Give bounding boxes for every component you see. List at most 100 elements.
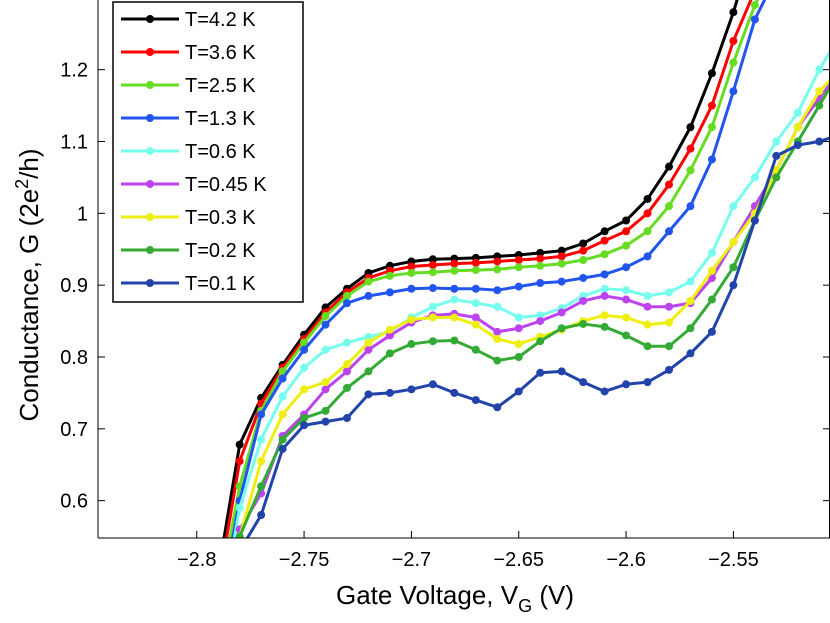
- data-point: [343, 414, 352, 423]
- legend-label: T=3.6 K: [185, 42, 256, 64]
- data-point: [557, 324, 566, 333]
- data-point: [729, 36, 738, 45]
- y-tick-label: 0.8: [60, 347, 88, 369]
- data-point: [707, 295, 716, 304]
- data-point: [235, 532, 244, 538]
- data-point: [815, 137, 824, 146]
- data-point: [428, 337, 437, 346]
- data-point: [428, 268, 437, 277]
- data-point: [343, 360, 352, 369]
- data-point: [321, 417, 330, 426]
- legend: T=4.2 K T=3.6 K T=2.5 K T=1.3 K T=0.6 K T=0.4…: [112, 1, 304, 303]
- data-point: [750, 216, 759, 225]
- data-point: [707, 327, 716, 336]
- data-point: [643, 342, 652, 351]
- data-point: [622, 241, 631, 250]
- data-point: [407, 315, 416, 324]
- y-label-tail: /h): [14, 148, 44, 178]
- plot-area: [214, 0, 830, 591]
- data-point: [385, 331, 394, 340]
- legend-marker: [146, 114, 154, 122]
- data-point: [471, 266, 480, 275]
- series-line: [232, 48, 830, 538]
- legend-label: T=2.5 K: [185, 75, 256, 97]
- data-point: [536, 261, 545, 270]
- data-point: [364, 390, 373, 399]
- data-point: [407, 340, 416, 349]
- data-point: [643, 320, 652, 329]
- data-point: [300, 414, 309, 423]
- data-point: [707, 248, 716, 257]
- data-point: [579, 239, 588, 248]
- legend-label: T=0.3 K: [185, 207, 256, 229]
- data-point: [579, 246, 588, 255]
- axes: 0.6 0.7 0.8 0.9 1 1.1 1.2 −2.8 −2.75 −2.7 −2.65 −2.…: [60, 0, 830, 571]
- data-point: [471, 396, 480, 405]
- data-point: [579, 256, 588, 265]
- data-point: [622, 286, 631, 295]
- data-point: [600, 227, 609, 236]
- legend-marker: [146, 213, 154, 221]
- data-point: [450, 259, 459, 268]
- data-point: [729, 8, 738, 17]
- data-point: [643, 209, 652, 218]
- data-point: [707, 101, 716, 110]
- data-point: [793, 141, 802, 150]
- data-point: [428, 255, 437, 264]
- data-point: [471, 313, 480, 322]
- data-point: [557, 259, 566, 268]
- data-point: [493, 265, 502, 274]
- data-point: [557, 277, 566, 286]
- data-point: [665, 302, 674, 311]
- data-point: [450, 266, 459, 275]
- y-tick-label: 1: [77, 203, 88, 225]
- data-point: [321, 345, 330, 354]
- data-point: [514, 387, 523, 396]
- data-point: [343, 299, 352, 308]
- data-point: [450, 295, 459, 304]
- y-tick-label: 1.1: [60, 132, 88, 154]
- data-point: [536, 248, 545, 257]
- data-point: [707, 123, 716, 132]
- x-tick-label: −2.75: [279, 549, 330, 571]
- data-point: [321, 378, 330, 387]
- data-point: [471, 299, 480, 308]
- data-point: [622, 295, 631, 304]
- data-point: [536, 254, 545, 263]
- data-point: [514, 263, 523, 272]
- data-point: [600, 250, 609, 259]
- legend-label: T=0.6 K: [185, 141, 256, 163]
- data-point: [643, 194, 652, 203]
- data-point: [729, 263, 738, 272]
- data-point: [343, 291, 352, 300]
- data-point: [235, 457, 244, 466]
- y-tick-label: 0.9: [60, 275, 88, 297]
- data-point: [257, 435, 266, 444]
- legend-marker: [146, 246, 154, 254]
- data-point: [471, 320, 480, 329]
- data-point: [579, 296, 588, 305]
- x-tick-label: −2.7: [392, 549, 431, 571]
- data-point: [622, 331, 631, 340]
- data-point: [493, 286, 502, 295]
- data-point: [643, 291, 652, 300]
- series-line: [237, 84, 830, 538]
- data-point: [622, 227, 631, 236]
- data-point: [643, 252, 652, 261]
- data-point: [514, 324, 523, 333]
- data-point: [214, 583, 222, 591]
- data-point: [235, 440, 244, 449]
- data-point: [536, 279, 545, 288]
- data-point: [450, 336, 459, 345]
- y-tick-label: 0.6: [60, 491, 88, 513]
- y-axis-label: Conductance, G (2e2/h): [12, 148, 44, 421]
- data-point: [622, 216, 631, 225]
- data-point: [300, 363, 309, 372]
- legend-label: T=0.2 K: [185, 240, 256, 262]
- data-point: [729, 87, 738, 96]
- legend-marker: [146, 81, 154, 89]
- data-point: [557, 246, 566, 255]
- data-point: [364, 277, 373, 286]
- data-point: [600, 284, 609, 293]
- data-point: [257, 511, 266, 520]
